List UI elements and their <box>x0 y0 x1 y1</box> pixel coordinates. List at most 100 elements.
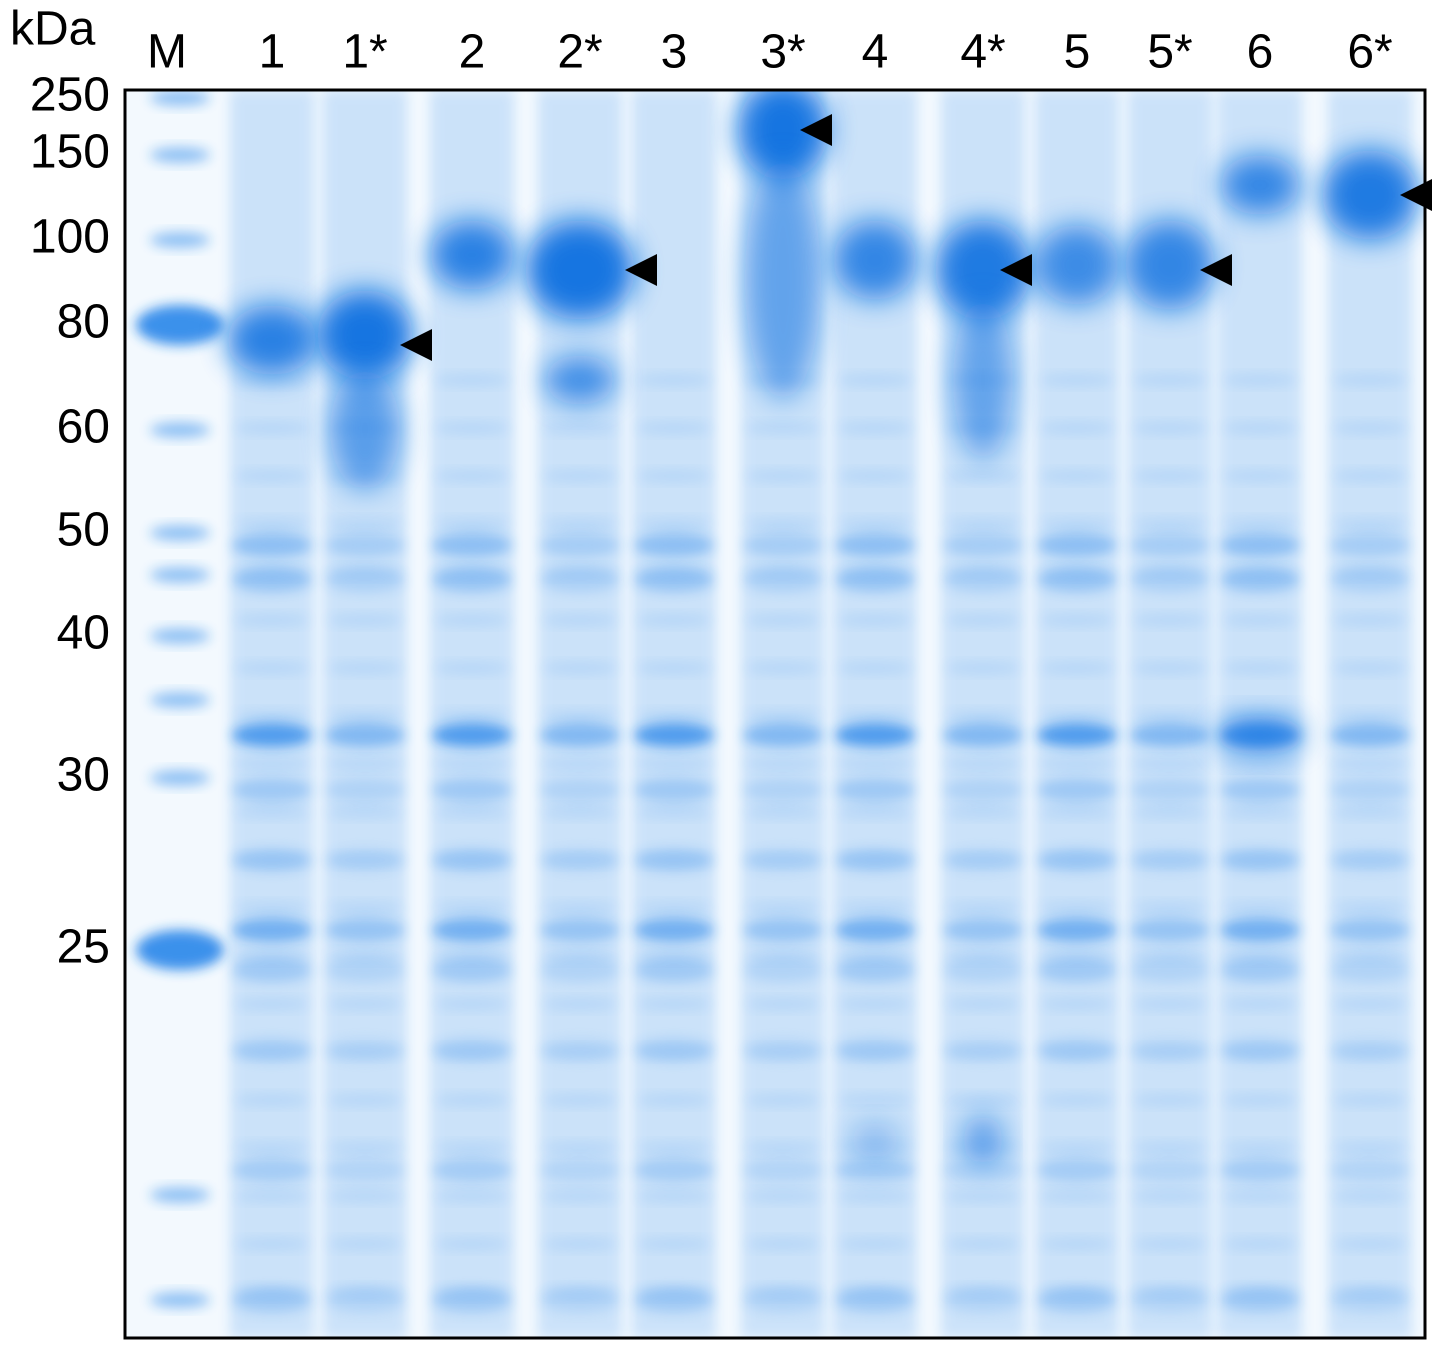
faint-band <box>745 566 821 578</box>
lane-label: M <box>147 26 187 79</box>
faint-band <box>636 614 712 626</box>
marker-label: 100 <box>30 211 110 264</box>
faint-band <box>434 614 510 626</box>
band <box>1130 1158 1210 1182</box>
faint-band <box>434 518 510 530</box>
faint-band <box>327 806 403 818</box>
faint-band <box>1222 1190 1298 1202</box>
faint-band <box>234 662 310 674</box>
marker-band <box>150 525 210 541</box>
target-band <box>1125 220 1215 310</box>
faint-band <box>434 566 510 578</box>
faint-band <box>234 854 310 866</box>
faint-band <box>542 902 618 914</box>
band <box>743 723 823 747</box>
faint-band <box>745 1094 821 1106</box>
faint-band <box>1222 758 1298 770</box>
faint-band <box>434 1238 510 1250</box>
faint-band <box>945 758 1021 770</box>
band <box>1037 1158 1117 1182</box>
band <box>943 918 1023 942</box>
faint-band <box>636 422 712 434</box>
faint-band <box>1132 1094 1208 1106</box>
band <box>1037 723 1117 747</box>
faint-band <box>945 1286 1021 1298</box>
marker-band <box>150 147 210 163</box>
faint-band <box>745 518 821 530</box>
faint-band <box>542 614 618 626</box>
faint-band <box>327 518 403 530</box>
band <box>540 533 620 557</box>
faint-band <box>1039 614 1115 626</box>
faint-band <box>636 1190 712 1202</box>
marker-band <box>136 930 224 970</box>
faint-band <box>636 1286 712 1298</box>
faint-band <box>1039 470 1115 482</box>
faint-band <box>636 854 712 866</box>
faint-band <box>636 470 712 482</box>
faint-band <box>434 854 510 866</box>
faint-band <box>1222 950 1298 962</box>
faint-band <box>542 1094 618 1106</box>
band <box>634 723 714 747</box>
faint-band <box>745 998 821 1010</box>
faint-band <box>1332 1142 1408 1154</box>
faint-band <box>1222 998 1298 1010</box>
band <box>1130 723 1210 747</box>
faint-band <box>327 1142 403 1154</box>
band <box>1037 533 1117 557</box>
marker-label: 80 <box>57 296 110 349</box>
faint-band <box>1132 422 1208 434</box>
faint-band <box>837 1094 913 1106</box>
faint-band <box>837 422 913 434</box>
marker-label: 50 <box>57 504 110 557</box>
band <box>232 1158 312 1182</box>
faint-band <box>636 1142 712 1154</box>
faint-band <box>636 998 712 1010</box>
band <box>1220 958 1300 982</box>
faint-band <box>327 854 403 866</box>
faint-band <box>434 1190 510 1202</box>
band <box>432 958 512 982</box>
faint-band <box>234 1046 310 1058</box>
band <box>634 958 714 982</box>
faint-band <box>1332 518 1408 530</box>
faint-band <box>837 662 913 674</box>
faint-band <box>234 566 310 578</box>
faint-band <box>1332 470 1408 482</box>
target-band <box>738 90 828 180</box>
marker-band <box>150 770 210 786</box>
faint-band <box>1132 1142 1208 1154</box>
faint-band <box>1132 950 1208 962</box>
faint-band <box>1039 566 1115 578</box>
unit-label: kDa <box>10 3 96 56</box>
faint-band <box>1132 1190 1208 1202</box>
faint-band <box>837 518 913 530</box>
faint-band <box>234 758 310 770</box>
band <box>943 1158 1023 1182</box>
faint-band <box>434 710 510 722</box>
band <box>1037 778 1117 802</box>
faint-band <box>1222 806 1298 818</box>
faint-band <box>1039 1142 1115 1154</box>
band <box>835 533 915 557</box>
faint-band <box>434 422 510 434</box>
band <box>1330 958 1410 982</box>
faint-band <box>745 1238 821 1250</box>
faint-band <box>434 1142 510 1154</box>
band <box>1037 918 1117 942</box>
marker-label: 150 <box>30 126 110 179</box>
faint-band <box>636 518 712 530</box>
faint-band <box>945 1046 1021 1058</box>
faint-band <box>945 566 1021 578</box>
arrowhead <box>625 254 657 286</box>
faint-band <box>1039 518 1115 530</box>
faint-band <box>745 806 821 818</box>
lane-label: 1 <box>259 26 286 79</box>
faint-band <box>745 1046 821 1058</box>
faint-band <box>542 854 618 866</box>
marker-band <box>150 628 210 644</box>
faint-band <box>837 998 913 1010</box>
faint-band <box>636 710 712 722</box>
